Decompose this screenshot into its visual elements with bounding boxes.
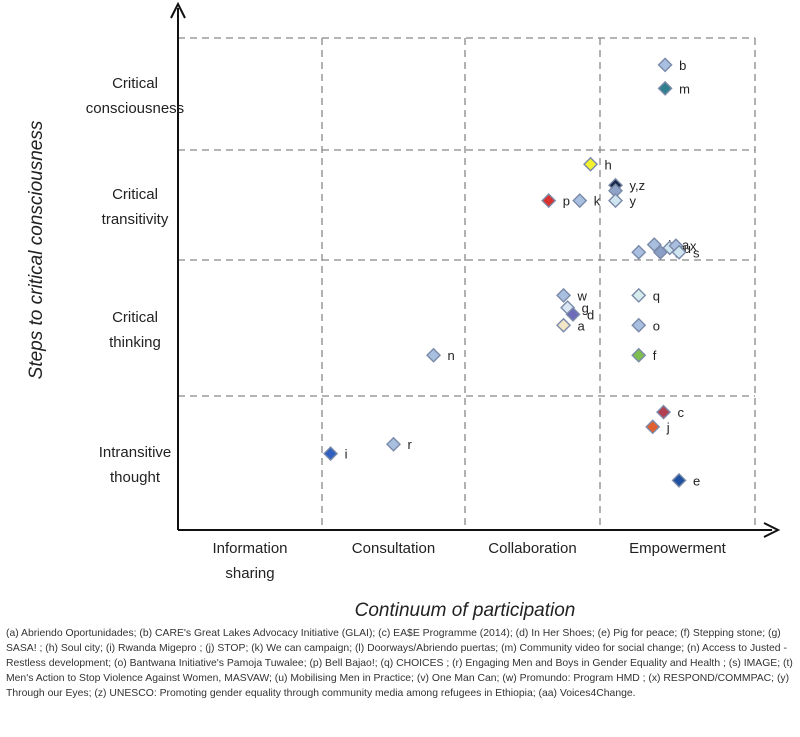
data-point-label: c xyxy=(678,405,685,420)
y-tick-label: transitivity xyxy=(102,211,169,228)
x-tick-label: Empowerment xyxy=(629,540,727,557)
y-axis-arrow xyxy=(170,1,186,19)
data-point-label: g xyxy=(582,301,589,316)
data-point-label: s xyxy=(693,245,700,260)
y-tick-label: Critical xyxy=(112,309,158,326)
data-point-marker xyxy=(657,57,673,73)
data-point-marker xyxy=(671,244,687,260)
x-tick-label: Information xyxy=(212,540,287,557)
x-axis-arrow xyxy=(763,522,781,538)
data-point-label: j xyxy=(666,420,670,435)
data-point-marker xyxy=(565,306,581,322)
y-tick-label: Intransitive xyxy=(99,444,172,461)
y-tick-label: thinking xyxy=(109,334,161,351)
data-point-label: r xyxy=(408,437,413,452)
y-tick-label: thought xyxy=(110,469,161,486)
data-point-marker xyxy=(631,347,647,363)
data-point-label: w xyxy=(577,288,588,303)
data-point-label: f xyxy=(653,348,657,363)
data-point-marker xyxy=(652,244,668,260)
data-point-label: h xyxy=(605,157,612,172)
data-point-label: k xyxy=(594,194,601,209)
y-tick-label: Critical xyxy=(112,75,158,92)
data-point-marker xyxy=(631,244,647,260)
data-point-label: b xyxy=(679,58,686,73)
x-tick-label: Collaboration xyxy=(488,540,576,557)
data-point-marker xyxy=(572,193,588,209)
grid-lines xyxy=(178,37,756,530)
data-point-label: o xyxy=(653,318,660,333)
data-point-marker xyxy=(671,472,687,488)
y-axis-title: Steps to critical consciousness xyxy=(26,120,47,379)
data-point-label: m xyxy=(679,81,690,96)
x-axis-title: Continuum of participation xyxy=(355,600,576,620)
data-point-marker xyxy=(426,347,442,363)
data-point-label: y,z xyxy=(630,178,646,193)
data-point-marker xyxy=(631,317,647,333)
data-point-marker xyxy=(645,419,661,435)
data-point-marker xyxy=(323,446,339,462)
figure-caption: (a) Abriendo Oportunidades; (b) CARE's G… xyxy=(6,628,793,699)
data-point-label: d xyxy=(587,307,594,322)
data-point-label: e xyxy=(693,473,700,488)
data-point-marker xyxy=(631,287,647,303)
axes xyxy=(170,1,781,538)
y-category-labels: Intransitive thought Critical thinking Criti… xyxy=(86,75,184,486)
data-point-marker xyxy=(657,80,673,96)
data-point-marker xyxy=(656,404,672,420)
data-point-marker xyxy=(386,436,401,452)
data-point-label: p xyxy=(563,194,570,209)
data-point-marker xyxy=(556,287,572,303)
data-point-label: y xyxy=(630,194,637,209)
data-point-label: i xyxy=(345,447,348,462)
y-tick-label: Critical xyxy=(112,186,158,203)
data-point-marker xyxy=(583,156,599,172)
data-point-label: q xyxy=(653,288,660,303)
data-point-marker xyxy=(541,193,557,209)
data-point-marker xyxy=(556,317,572,333)
data-point-label: u xyxy=(684,241,691,256)
x-tick-label: sharing xyxy=(225,565,274,582)
x-tick-label: Consultation xyxy=(352,540,435,557)
data-point-label: a xyxy=(578,318,586,333)
data-point-marker xyxy=(608,193,623,209)
y-tick-label: consciousness xyxy=(86,100,184,117)
data-point-label: n xyxy=(448,348,455,363)
data-point-label: x xyxy=(690,239,697,254)
x-category-labels: Information sharing Consultation Collaborat… xyxy=(212,540,726,582)
